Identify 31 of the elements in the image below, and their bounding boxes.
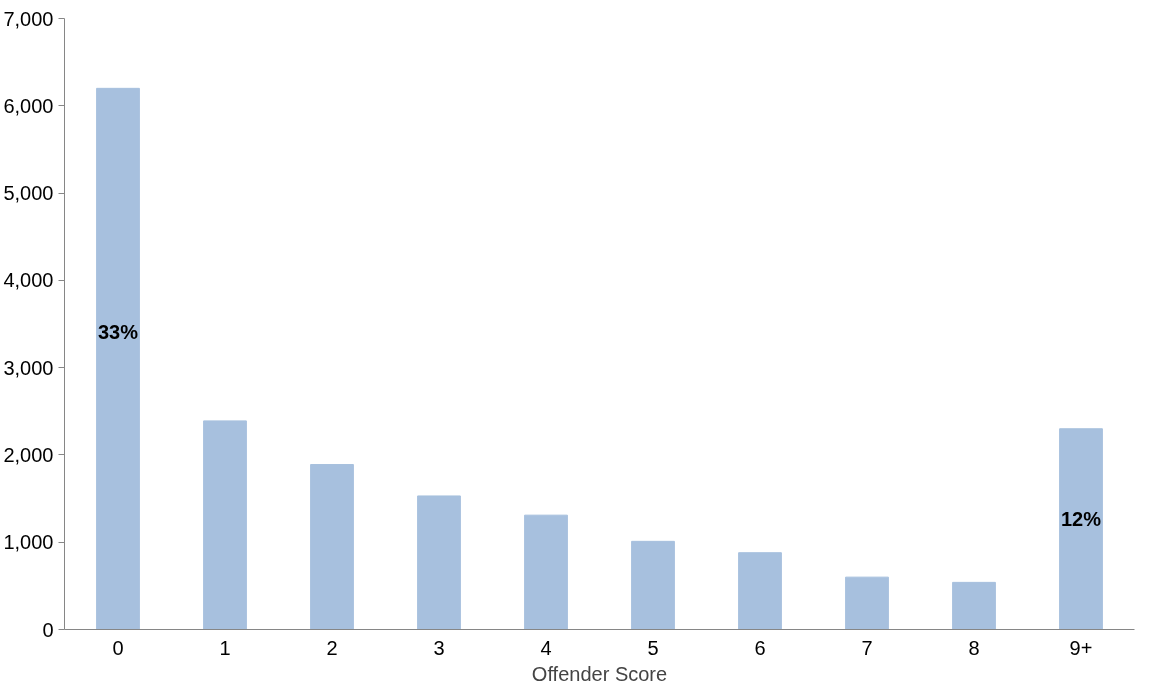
x-tick-label: 8 xyxy=(968,636,980,659)
y-tick-label: 6,000 xyxy=(3,94,54,117)
bar xyxy=(631,540,675,630)
bar xyxy=(952,581,996,630)
x-tick-label: 0 xyxy=(112,636,124,659)
bar xyxy=(1059,428,1103,630)
annotation: 33% xyxy=(97,320,139,343)
y-tick-label: 2,000 xyxy=(3,443,54,466)
x-tick-label: 1 xyxy=(219,636,231,659)
x-tick-label: 2 xyxy=(326,636,338,659)
y-tick-label: 1,000 xyxy=(3,531,54,554)
annotation: 12% xyxy=(1060,508,1102,531)
y-tick-label: 4,000 xyxy=(3,269,54,292)
bar xyxy=(310,464,354,630)
x-tick-label: 5 xyxy=(647,636,659,659)
y-tick-label: 5,000 xyxy=(3,182,54,205)
x-tick-label: 6 xyxy=(754,636,766,659)
x-tick-label: 4 xyxy=(540,636,552,659)
x-tick-label: 3 xyxy=(433,636,445,659)
x-tick-label: 7 xyxy=(861,636,873,659)
y-tick-label: 0 xyxy=(42,618,54,641)
bar xyxy=(417,495,461,630)
x-tick-label: 9+ xyxy=(1069,636,1093,659)
bar xyxy=(96,87,140,630)
bar xyxy=(738,552,782,630)
y-tick-label: 3,000 xyxy=(3,356,54,379)
y-tick-label: 7,000 xyxy=(3,7,54,30)
x-axis-title: Offender Score xyxy=(531,662,668,685)
bar xyxy=(203,420,247,630)
bar xyxy=(845,576,889,630)
bar xyxy=(524,514,568,630)
